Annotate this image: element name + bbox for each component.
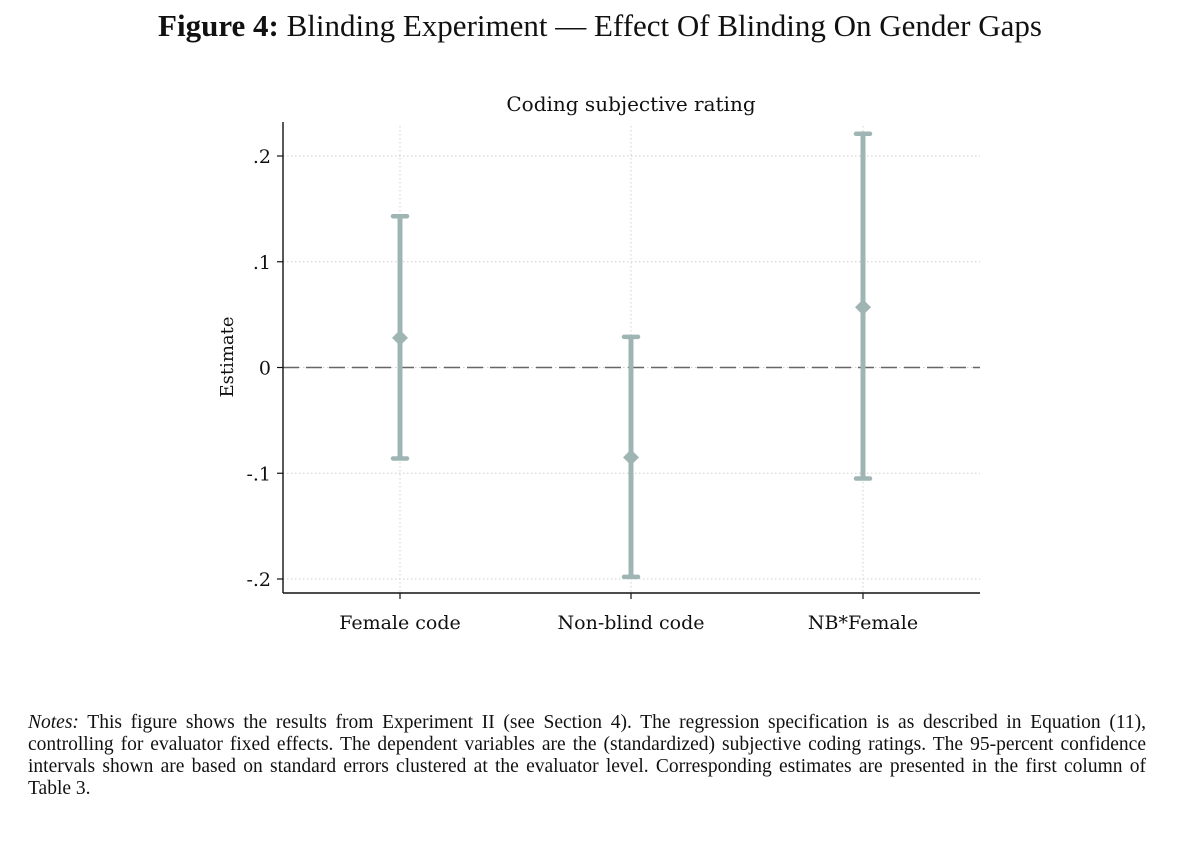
- figure-label: Figure 4:: [158, 8, 279, 43]
- coefficient-plot: Coding subjective rating Estimate .2 .1 0 -…: [217, 92, 980, 634]
- y-tick-label: -.2: [246, 569, 271, 591]
- x-tick-labels: Female code Non-blind code NB*Female: [339, 593, 918, 634]
- y-tick-label: .2: [253, 146, 271, 168]
- y-ticks: .2 .1 0 -.1 -.2: [246, 146, 283, 591]
- figure-title: Figure 4: Blinding Experiment — Effect O…: [0, 8, 1200, 44]
- figure-title-text: Blinding Experiment — Effect Of Blinding…: [286, 8, 1042, 43]
- estimate-series: [390, 131, 873, 580]
- y-tick-label: 0: [259, 358, 271, 380]
- y-tick-label: .1: [253, 252, 271, 274]
- notes-label: Notes:: [28, 712, 79, 733]
- y-tick-label: -.1: [246, 463, 271, 485]
- y-axis-label: Estimate: [217, 316, 238, 397]
- figure-notes: Notes: This figure shows the results fro…: [28, 712, 1146, 800]
- x-tick-label: Female code: [339, 612, 461, 634]
- chart-title: Coding subjective rating: [506, 92, 755, 116]
- x-tick-label: NB*Female: [808, 612, 918, 634]
- estimate-marker: [623, 449, 639, 466]
- estimate-marker: [392, 329, 408, 346]
- estimate-marker: [855, 299, 871, 316]
- x-tick-label: Non-blind code: [558, 612, 705, 634]
- notes-text: This figure shows the results from Exper…: [28, 712, 1146, 799]
